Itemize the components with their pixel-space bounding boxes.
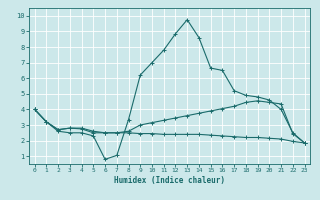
X-axis label: Humidex (Indice chaleur): Humidex (Indice chaleur) — [114, 176, 225, 185]
